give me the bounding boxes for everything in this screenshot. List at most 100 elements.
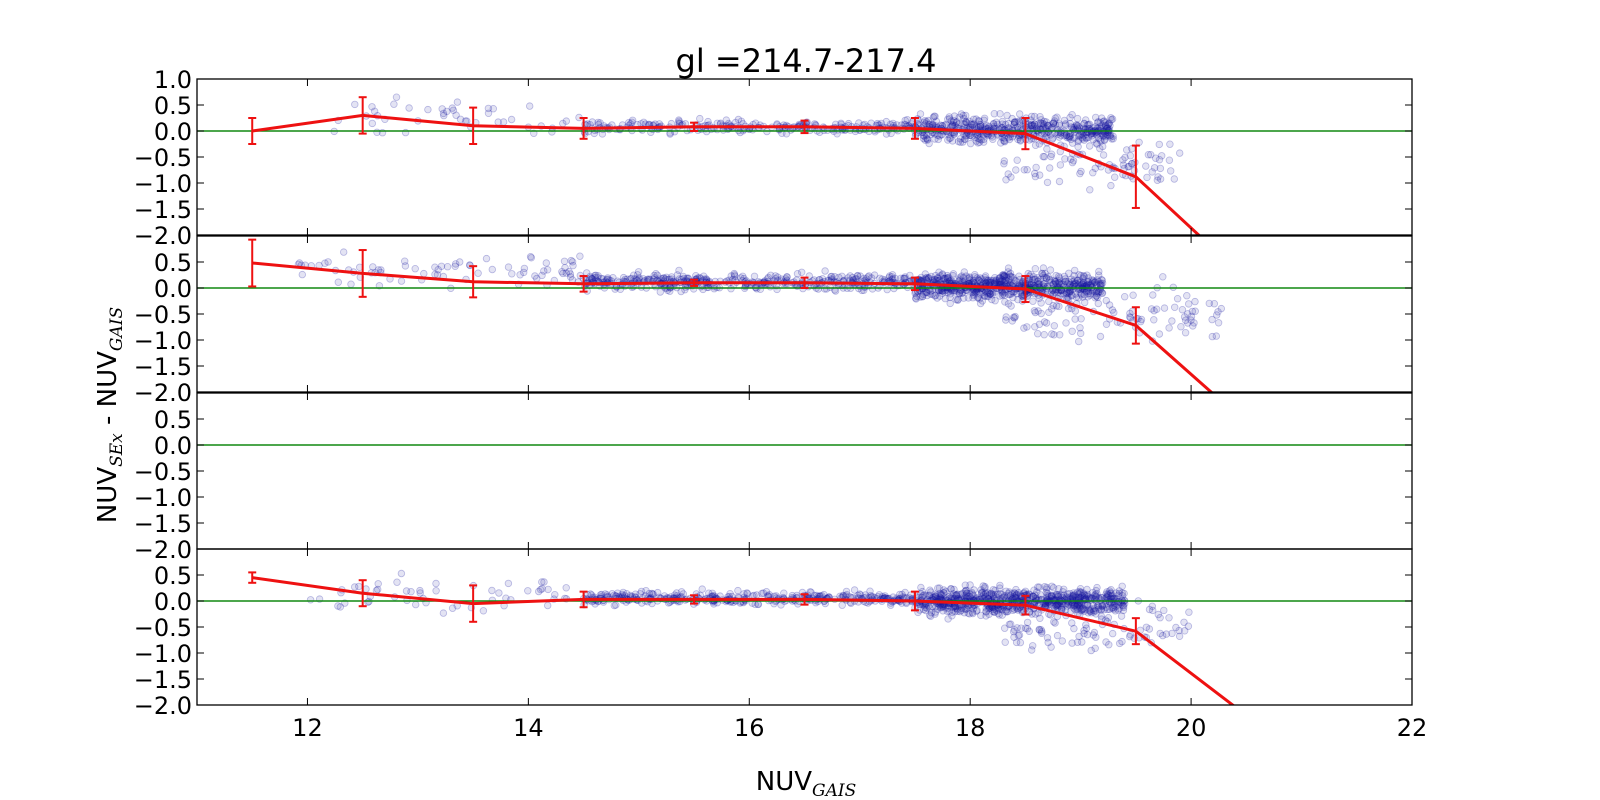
scatter-point xyxy=(1061,275,1069,283)
scatter-point xyxy=(1055,133,1063,141)
scatter-point xyxy=(1080,272,1088,281)
scatter-point xyxy=(1055,279,1063,287)
scatter-point xyxy=(544,585,552,594)
scatter-point xyxy=(917,583,925,592)
scatter-point xyxy=(569,261,577,270)
scatter-point xyxy=(968,288,976,297)
scatter-point xyxy=(1070,596,1078,604)
scatter-point xyxy=(1000,272,1008,280)
scatter-point xyxy=(604,274,612,282)
scatter-point xyxy=(966,139,975,148)
scatter-point xyxy=(1165,324,1173,332)
scatter-point xyxy=(412,600,420,609)
scatter-point xyxy=(336,603,344,611)
scatter-point xyxy=(1086,290,1095,298)
scatter-point xyxy=(923,604,931,612)
scatter-point xyxy=(987,590,995,598)
scatter-point xyxy=(743,590,752,598)
scatter-point xyxy=(401,257,409,265)
scatter-point xyxy=(1040,152,1049,161)
scatter-point xyxy=(937,604,945,612)
scatter-point xyxy=(922,134,931,142)
scatter-point xyxy=(1008,114,1016,123)
scatter-point xyxy=(456,115,465,123)
scatter-point xyxy=(1010,118,1019,126)
scatter-point xyxy=(962,586,970,595)
scatter-point xyxy=(900,274,909,283)
scatter-point xyxy=(1083,601,1091,610)
scatter-point xyxy=(1108,306,1117,314)
scatter-point xyxy=(504,263,513,271)
scatter-point xyxy=(966,276,974,284)
y-tick-label: −1.0 xyxy=(134,640,192,668)
scatter-point xyxy=(463,117,471,125)
scatter-point xyxy=(1147,305,1156,313)
scatter-point xyxy=(965,610,974,618)
scatter-point xyxy=(838,601,846,609)
scatter-point xyxy=(855,119,863,127)
scatter-point xyxy=(944,275,952,283)
scatter-point xyxy=(1119,598,1127,607)
scatter-point xyxy=(987,589,995,597)
scatter-point xyxy=(1006,269,1015,278)
scatter-point xyxy=(1062,131,1071,140)
scatter-point xyxy=(1001,291,1009,299)
scatter-point xyxy=(407,588,415,596)
scatter-point xyxy=(981,274,989,282)
scatter-point xyxy=(734,586,742,595)
scatter-point xyxy=(1044,601,1052,610)
scatter-point xyxy=(1009,279,1018,287)
scatter-point xyxy=(970,115,978,123)
scatter-point xyxy=(1033,588,1041,596)
scatter-point xyxy=(756,285,765,293)
scatter-point xyxy=(764,273,773,282)
scatter-point xyxy=(1074,126,1082,134)
scatter-point xyxy=(868,274,876,282)
scatter-point xyxy=(985,278,993,286)
scatter-point xyxy=(637,587,646,596)
scatter-point xyxy=(1015,276,1024,284)
scatter-point xyxy=(1051,278,1060,286)
scatter-point xyxy=(913,292,921,300)
scatter-point xyxy=(1050,596,1058,604)
scatter-point xyxy=(1000,137,1009,145)
scatter-point xyxy=(1040,280,1048,288)
scatter-point xyxy=(962,605,970,613)
scatter-point xyxy=(1015,118,1024,126)
scatter-point xyxy=(941,294,949,303)
scatter-point xyxy=(988,295,996,304)
scatter-point xyxy=(562,584,570,592)
scatter-point xyxy=(1045,275,1054,284)
scatter-point xyxy=(843,591,851,599)
scatter-point xyxy=(1002,316,1010,324)
scatter-point xyxy=(439,109,448,118)
scatter-point xyxy=(1049,119,1058,127)
scatter-point xyxy=(891,274,899,283)
scatter-point xyxy=(1030,586,1038,594)
scatter-point xyxy=(1080,298,1089,307)
scatter-point xyxy=(995,274,1004,282)
scatter-point xyxy=(1068,619,1076,627)
scatter-point xyxy=(1212,311,1221,319)
x-tick-label: 12 xyxy=(292,714,323,742)
scatter-point xyxy=(591,273,599,282)
scatter-point xyxy=(1002,278,1010,286)
scatter-point xyxy=(1029,273,1038,281)
scatter-point xyxy=(1053,590,1061,599)
scatter-point xyxy=(1035,320,1044,328)
scatter-point xyxy=(949,121,957,129)
scatter-point xyxy=(562,269,570,277)
scatter-point xyxy=(956,276,964,284)
scatter-point xyxy=(945,113,953,121)
scatter-point xyxy=(966,592,974,601)
scatter-point xyxy=(1005,271,1013,279)
scatter-point xyxy=(538,585,546,593)
scatter-point xyxy=(1071,307,1080,315)
scatter-point xyxy=(1028,122,1037,130)
scatter-point xyxy=(591,271,599,280)
scatter-point xyxy=(1121,153,1129,162)
scatter-point xyxy=(1066,119,1074,128)
scatter-point xyxy=(524,587,532,595)
scatter-point xyxy=(576,252,584,260)
scatter-point xyxy=(1000,134,1008,142)
